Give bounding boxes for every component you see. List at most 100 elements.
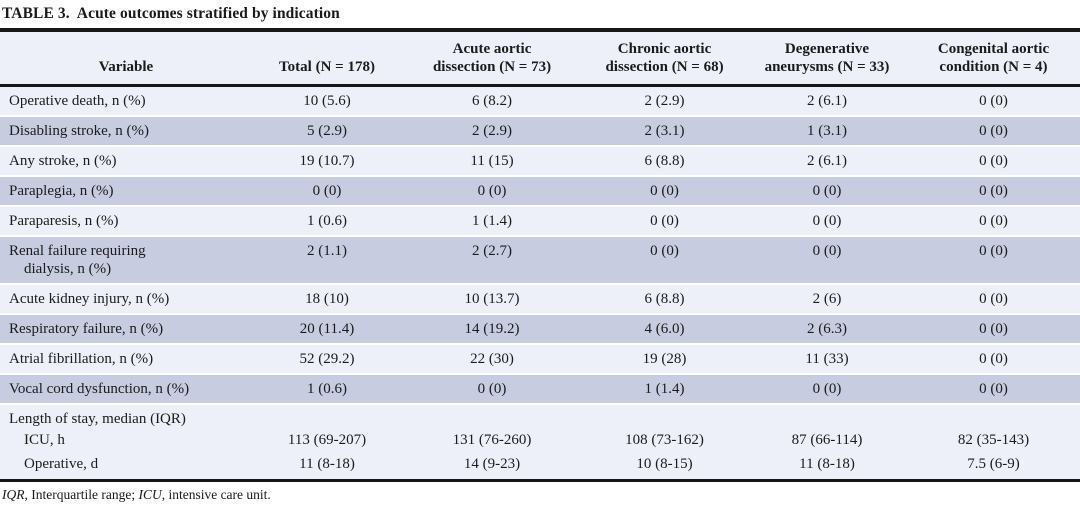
- value-cell: 2 (3.1): [582, 116, 747, 147]
- column-header-congenital-condition: Congenital aortic condition (N = 4): [907, 32, 1080, 87]
- column-header-acute-dissection: Acute aortic dissection (N = 73): [402, 32, 582, 87]
- value-cell: 7.5 (6-9): [907, 453, 1080, 479]
- variable-cell: Disabling stroke, n (%): [0, 116, 252, 147]
- value-cell: 0 (0): [582, 176, 747, 207]
- value-cell: [747, 404, 907, 429]
- value-cell: 1 (1.4): [402, 206, 582, 237]
- table-row: Operative, d 11 (8-18) 14 (9-23) 10 (8-1…: [0, 453, 1080, 479]
- bottom-rule: [0, 479, 1080, 482]
- value-cell: 22 (30): [402, 344, 582, 375]
- table-row: ICU, h 113 (69-207) 131 (76-260) 108 (73…: [0, 429, 1080, 453]
- value-cell: 82 (35-143): [907, 429, 1080, 453]
- variable-cell: Paraparesis, n (%): [0, 206, 252, 237]
- value-cell: [402, 404, 582, 429]
- value-cell: [252, 404, 402, 429]
- variable-cell: Renal failure requiring dialysis, n (%): [0, 236, 252, 285]
- value-cell: 18 (10): [252, 284, 402, 315]
- value-cell: 0 (0): [582, 206, 747, 237]
- variable-cell: Any stroke, n (%): [0, 146, 252, 177]
- value-cell: 5 (2.9): [252, 116, 402, 147]
- value-cell: 0 (0): [747, 236, 907, 285]
- value-cell: 1 (0.6): [252, 206, 402, 237]
- variable-cell: ICU, h: [0, 429, 252, 453]
- value-cell: 2 (1.1): [252, 236, 402, 285]
- header-row: Variable Total (N = 178) Acute aortic di…: [0, 32, 1080, 87]
- variable-cell: Atrial fibrillation, n (%): [0, 344, 252, 375]
- variable-cell: Paraplegia, n (%): [0, 176, 252, 207]
- column-header-total: Total (N = 178): [252, 32, 402, 87]
- value-cell: 0 (0): [907, 176, 1080, 207]
- value-cell: 0 (0): [907, 85, 1080, 117]
- value-cell: 2 (6): [747, 284, 907, 315]
- column-header-degenerative-aneurysms: Degenerative aneurysms (N = 33): [747, 32, 907, 87]
- variable-cell: Vocal cord dysfunction, n (%): [0, 374, 252, 405]
- value-cell: 0 (0): [582, 236, 747, 285]
- value-cell: 10 (13.7): [402, 284, 582, 315]
- value-cell: 2 (2.9): [402, 116, 582, 147]
- value-cell: 87 (66-114): [747, 429, 907, 453]
- value-cell: 0 (0): [907, 146, 1080, 177]
- table-row: Operative death, n (%) 10 (5.6) 6 (8.2) …: [0, 85, 1080, 117]
- value-cell: 1 (0.6): [252, 374, 402, 405]
- variable-cell: Operative, d: [0, 453, 252, 479]
- value-cell: 1 (3.1): [747, 116, 907, 147]
- value-cell: 0 (0): [907, 236, 1080, 285]
- value-cell: [582, 404, 747, 429]
- value-cell: 0 (0): [402, 374, 582, 405]
- table-row: Vocal cord dysfunction, n (%) 1 (0.6) 0 …: [0, 374, 1080, 405]
- value-cell: 2 (6.3): [747, 314, 907, 345]
- value-cell: 0 (0): [747, 206, 907, 237]
- value-cell: 11 (8-18): [252, 453, 402, 479]
- value-cell: 0 (0): [907, 374, 1080, 405]
- value-cell: 0 (0): [907, 284, 1080, 315]
- footnote: IQR, Interquartile range; ICU, intensive…: [0, 482, 1080, 503]
- value-cell: 14 (9-23): [402, 453, 582, 479]
- value-cell: 11 (15): [402, 146, 582, 177]
- variable-cell: Length of stay, median (IQR): [0, 404, 252, 429]
- value-cell: 0 (0): [907, 116, 1080, 147]
- value-cell: 2 (2.7): [402, 236, 582, 285]
- value-cell: 11 (33): [747, 344, 907, 375]
- value-cell: 19 (28): [582, 344, 747, 375]
- value-cell: 113 (69-207): [252, 429, 402, 453]
- outcomes-table: Variable Total (N = 178) Acute aortic di…: [0, 32, 1080, 479]
- variable-cell: Operative death, n (%): [0, 85, 252, 117]
- column-header-variable: Variable: [0, 32, 252, 87]
- table-row: Acute kidney injury, n (%) 18 (10) 10 (1…: [0, 284, 1080, 315]
- value-cell: 10 (5.6): [252, 85, 402, 117]
- table-row: Paraplegia, n (%) 0 (0) 0 (0) 0 (0) 0 (0…: [0, 176, 1080, 207]
- footnote-text: , intensive care unit.: [161, 487, 271, 502]
- value-cell: 20 (11.4): [252, 314, 402, 345]
- table-row-group-header: Length of stay, median (IQR): [0, 404, 1080, 429]
- variable-cell: Respiratory failure, n (%): [0, 314, 252, 345]
- value-cell: 14 (19.2): [402, 314, 582, 345]
- value-cell: 0 (0): [747, 176, 907, 207]
- variable-cell: Acute kidney injury, n (%): [0, 284, 252, 315]
- value-cell: 2 (6.1): [747, 85, 907, 117]
- title-rule: [0, 28, 1080, 32]
- value-cell: 1 (1.4): [582, 374, 747, 405]
- value-cell: 19 (10.7): [252, 146, 402, 177]
- value-cell: 52 (29.2): [252, 344, 402, 375]
- table-row: Atrial fibrillation, n (%) 52 (29.2) 22 …: [0, 344, 1080, 375]
- value-cell: 0 (0): [907, 314, 1080, 345]
- value-cell: 6 (8.2): [402, 85, 582, 117]
- value-cell: 108 (73-162): [582, 429, 747, 453]
- value-cell: 0 (0): [907, 206, 1080, 237]
- value-cell: [907, 404, 1080, 429]
- table-row: Any stroke, n (%) 19 (10.7) 11 (15) 6 (8…: [0, 146, 1080, 177]
- value-cell: 6 (8.8): [582, 284, 747, 315]
- column-header-chronic-dissection: Chronic aortic dissection (N = 68): [582, 32, 747, 87]
- value-cell: 2 (6.1): [747, 146, 907, 177]
- value-cell: 0 (0): [907, 344, 1080, 375]
- value-cell: 4 (6.0): [582, 314, 747, 345]
- table-title: TABLE 3. Acute outcomes stratified by in…: [2, 5, 340, 22]
- value-cell: 0 (0): [747, 374, 907, 405]
- value-cell: 131 (76-260): [402, 429, 582, 453]
- footnote-text: , Interquartile range;: [24, 487, 139, 502]
- value-cell: 0 (0): [252, 176, 402, 207]
- abbreviation-iqr: IQR: [2, 487, 25, 502]
- value-cell: 0 (0): [402, 176, 582, 207]
- value-cell: 2 (2.9): [582, 85, 747, 117]
- table-row: Respiratory failure, n (%) 20 (11.4) 14 …: [0, 314, 1080, 345]
